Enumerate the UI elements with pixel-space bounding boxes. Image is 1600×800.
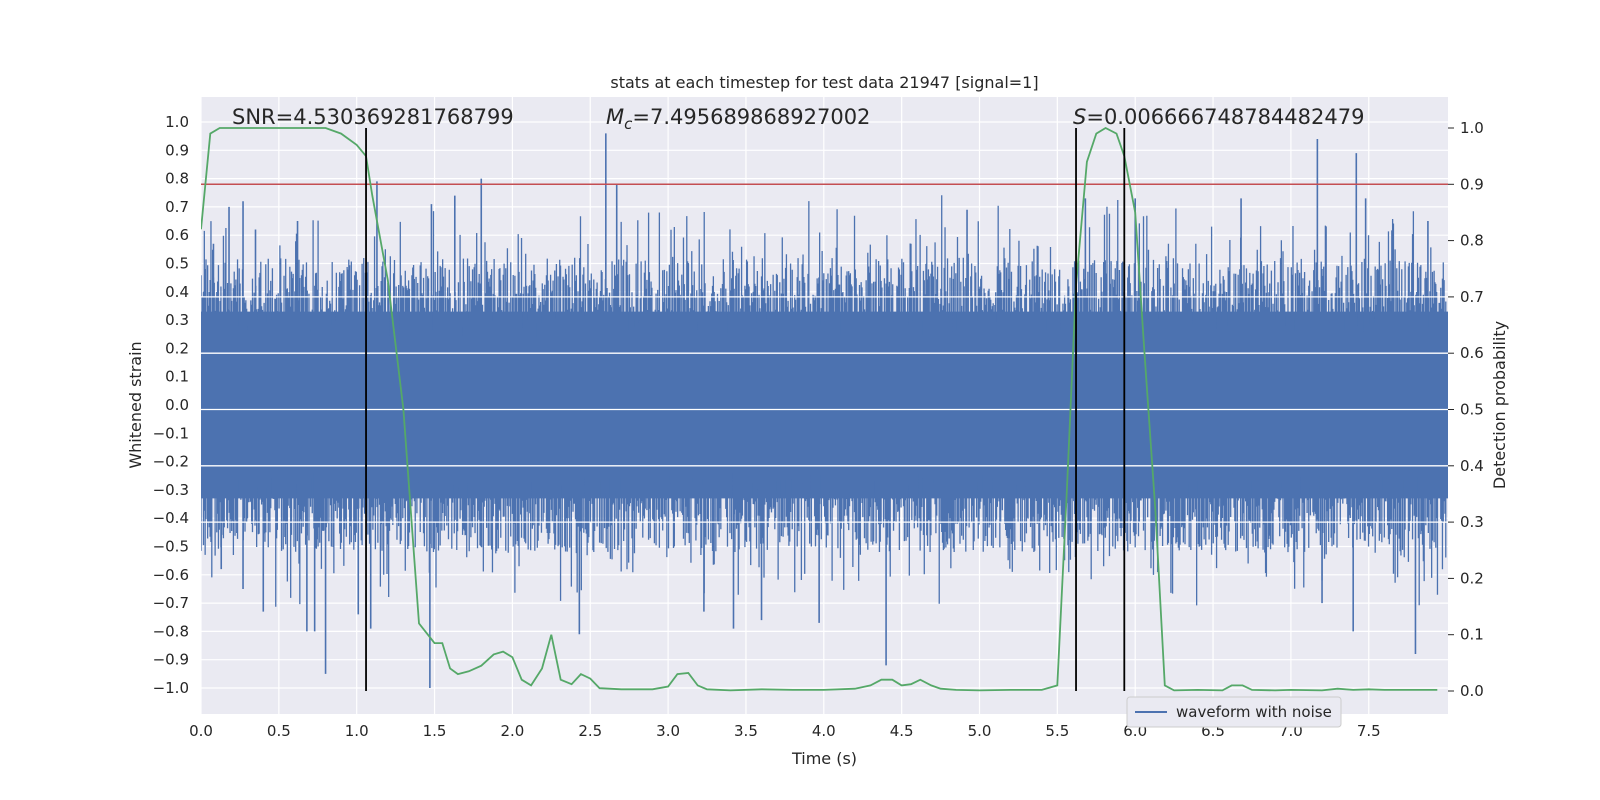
y-tick-label: −0.4 (153, 509, 189, 527)
y2-tick-label: 0.5 (1460, 401, 1484, 419)
y-tick-label: 0.0 (165, 396, 189, 414)
x-tick-label: 0.5 (267, 722, 291, 740)
probability-series (201, 126, 1438, 692)
x-tick-label: 3.5 (734, 722, 758, 740)
y2-tick-label: 0.9 (1460, 175, 1484, 193)
y-tick-label: −0.2 (153, 453, 189, 471)
y-tick-label: 0.3 (165, 311, 189, 329)
y-axis-ticks: 1.0 0.9 0.8 0.7 0.6 0.5 0.4 0.3 0.2 0.1 0.0 −0.1 −0.… (153, 113, 189, 697)
y-tick-label: 0.9 (165, 141, 189, 159)
waveform-series (201, 133, 1448, 688)
x-tick-label: 2.0 (500, 722, 524, 740)
x-tick-label: 2.5 (578, 722, 602, 740)
y2-tick-label: 0.7 (1460, 288, 1484, 306)
chirp-mass-value: =7.495689868927002 (632, 105, 870, 129)
y-tick-label: −0.7 (153, 594, 189, 612)
x-tick-label: 5.0 (968, 722, 992, 740)
y-tick-label: −0.6 (153, 566, 189, 584)
s-value: =0.006666748784482479 (1086, 105, 1364, 129)
y2-tick-label: 0.6 (1460, 344, 1484, 362)
x-tick-label: 1.0 (345, 722, 369, 740)
probability-line (201, 126, 1438, 692)
chart-title: stats at each timestep for test data 219… (610, 73, 1038, 92)
x-tick-label: 3.0 (656, 722, 680, 740)
chirp-mass-symbol: M (606, 105, 624, 129)
chirp-mass-annotation: Mc=7.495689868927002 (606, 105, 870, 133)
y-tick-label: −1.0 (153, 679, 189, 697)
s-annotation: S=0.006666748784482479 (1073, 105, 1364, 129)
y-tick-label: 0.1 (165, 368, 189, 386)
x-tick-label: 4.5 (890, 722, 914, 740)
y-tick-label: 0.6 (165, 226, 189, 244)
snr-annotation: SNR=4.530369281768799 (232, 105, 514, 129)
y2-tick-label: 0.8 (1460, 232, 1484, 250)
chirp-mass-subscript: c (624, 115, 633, 133)
y-tick-label: −0.5 (153, 538, 189, 556)
y2-tick-label: 0.3 (1460, 513, 1484, 531)
x-tick-label: 1.5 (423, 722, 447, 740)
x-axis-label: Time (s) (791, 749, 857, 768)
legend-box (1126, 696, 1342, 728)
x-tick-label: 7.5 (1357, 722, 1381, 740)
x-tick-label: 4.0 (812, 722, 836, 740)
grid-over-waveform (201, 296, 1448, 523)
y-tick-label: −0.3 (153, 481, 189, 499)
s-symbol: S (1073, 105, 1086, 129)
legend-waveform-label: waveform with noise (1176, 703, 1332, 721)
y-tick-label: 0.2 (165, 339, 189, 357)
x-axis-ticks: 0.0 0.5 1.0 1.5 2.0 2.5 3.0 3.5 4.0 4.5 5.0 5.5 6.0 6… (189, 722, 1381, 740)
y-tick-label: −0.9 (153, 651, 189, 669)
y2-tick-label: 0.4 (1460, 457, 1484, 475)
y-tick-label: 0.7 (165, 198, 189, 216)
y-tick-label: 1.0 (165, 113, 189, 131)
y2-tick-label: 1.0 (1460, 119, 1484, 137)
legend: waveform with noise (1126, 696, 1342, 728)
y2-axis-ticks: 1.0 0.9 0.8 0.7 0.6 0.5 0.4 0.3 0.2 0.1 0.0 (1448, 119, 1484, 700)
y2-tick-label: 0.2 (1460, 569, 1484, 587)
y-tick-label: 0.5 (165, 255, 189, 273)
y2-tick-label: 0.0 (1460, 682, 1484, 700)
y-axis-label: Whitened strain (126, 341, 145, 468)
y-tick-label: 0.8 (165, 170, 189, 188)
y-tick-label: −0.1 (153, 424, 189, 442)
x-tick-label: 5.5 (1045, 722, 1069, 740)
event-markers (365, 128, 1126, 691)
y-tick-label: 0.4 (165, 283, 189, 301)
y-tick-label: −0.8 (153, 622, 189, 640)
y2-axis-label: Detection probability (1490, 321, 1509, 489)
x-tick-label: 0.0 (189, 722, 213, 740)
y2-tick-label: 0.1 (1460, 626, 1484, 644)
